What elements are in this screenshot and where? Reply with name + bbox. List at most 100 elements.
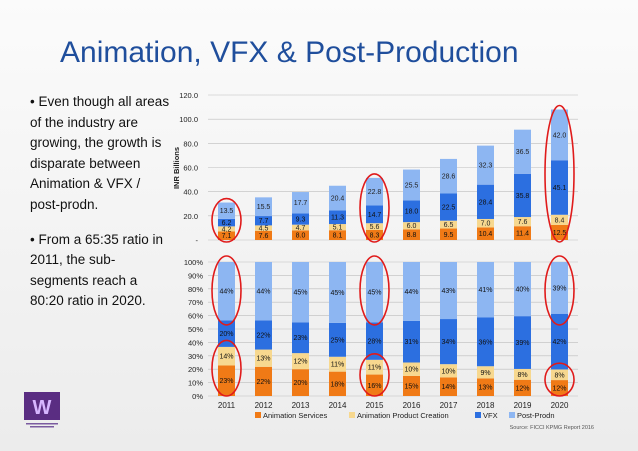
bar-animation-services [366, 374, 383, 396]
bar-animation-services [551, 380, 568, 396]
bar-post-prodn [477, 262, 494, 318]
bar-animation-product-creation [440, 220, 457, 229]
slide-title: Animation, VFX & Post-Production [60, 36, 519, 69]
y-tick-label: 20.0 [183, 212, 198, 221]
bar-post-prodn [292, 192, 309, 214]
source-note: Source: FICCI KPMG Report 2016 [510, 425, 594, 431]
legend-label-animation-product-creation: Animation Product Creation [357, 411, 449, 420]
bar-vfx [292, 213, 309, 225]
highlight-ellipse [211, 339, 242, 397]
bar-post-prodn [329, 262, 346, 323]
data-label: 25% [330, 337, 344, 344]
legend-label-post-prodn: Post-Prodn [517, 411, 555, 420]
y-tick-label: 40% [188, 338, 203, 347]
data-label: 20% [219, 331, 233, 338]
bar-vfx [329, 322, 346, 357]
bar-post-prodn [255, 262, 272, 321]
bar-animation-product-creation [329, 356, 346, 372]
data-label: 11.3 [331, 215, 344, 222]
data-label: 12.5 [553, 230, 567, 237]
legend-label-vfx: VFX [483, 411, 498, 420]
bar-post-prodn [218, 262, 235, 321]
data-label: 17.7 [294, 200, 308, 207]
data-label: 8.1 [333, 233, 343, 240]
bar-vfx [255, 216, 272, 226]
y-tick-label: 40.0 [183, 188, 198, 197]
bar-vfx [218, 320, 235, 347]
bar-animation-services [514, 226, 531, 240]
data-label: 34% [441, 339, 455, 346]
data-label: 39% [515, 340, 529, 347]
y-tick-label: 20% [188, 365, 203, 374]
bar-vfx [477, 184, 494, 219]
bar-animation-services [403, 229, 420, 240]
bar-animation-services [551, 224, 568, 240]
data-label: 10% [404, 367, 418, 374]
data-label: 43% [441, 288, 455, 295]
highlight-ellipse [544, 104, 575, 243]
bar-post-prodn [366, 177, 383, 206]
bar-vfx [292, 322, 309, 354]
legend-swatch-animation-product-creation [349, 412, 355, 418]
bar-animation-services [329, 371, 346, 396]
data-label: 45% [293, 290, 307, 297]
data-label: 15% [404, 383, 418, 390]
bar-post-prodn [329, 185, 346, 211]
bar-animation-product-creation [366, 223, 383, 230]
data-label: 13.5 [220, 208, 234, 215]
bar-post-prodn [255, 197, 272, 217]
highlight-ellipse [544, 362, 575, 397]
bar-animation-product-creation [477, 218, 494, 228]
data-label: 13% [478, 385, 492, 392]
x-tick-label: 2020 [551, 401, 569, 410]
bar-post-prodn [477, 145, 494, 185]
bar-post-prodn [514, 262, 531, 317]
data-label: 44% [404, 289, 418, 296]
bar-animation-product-creation [292, 353, 309, 370]
highlight-ellipse [211, 255, 242, 326]
data-label: 6.2 [222, 220, 232, 227]
x-tick-label: 2018 [477, 401, 495, 410]
x-tick-label: 2019 [514, 401, 532, 410]
y-tick-label: 90% [188, 271, 203, 280]
bar-animation-services [329, 230, 346, 240]
y-tick-label: 100% [184, 258, 204, 267]
bar-animation-product-creation [255, 349, 272, 367]
y-tick-label: 30% [188, 352, 203, 361]
y-tick-label: 100.0 [179, 115, 198, 124]
bullet-item: • Even though all areas of the industry … [30, 94, 170, 212]
data-label: 45% [330, 290, 344, 297]
y-tick-label: 60% [188, 312, 203, 321]
data-label: 4.5 [259, 226, 269, 233]
highlight-ellipse [359, 353, 390, 397]
data-label: 35.8 [516, 193, 530, 200]
data-label: 22.5 [442, 205, 456, 212]
data-label: 8.0 [296, 233, 306, 240]
bar-animation-services [477, 227, 494, 240]
data-label: 5.1 [333, 225, 343, 232]
highlight-ellipse [544, 255, 575, 326]
bar-animation-product-creation [551, 214, 568, 225]
company-logo: W [24, 392, 60, 428]
bar-post-prodn [218, 202, 235, 219]
data-label: 9.3 [296, 217, 306, 224]
logo-background [24, 392, 60, 420]
data-label: 6.0 [407, 223, 417, 230]
data-label: 14% [219, 354, 233, 361]
data-label: 23% [219, 378, 233, 385]
bar-animation-product-creation [292, 224, 309, 231]
bar-vfx [551, 313, 568, 370]
data-label: 36.5 [516, 149, 530, 156]
data-label: 44% [219, 289, 233, 296]
data-label: 28% [367, 339, 381, 346]
data-label: 8% [554, 372, 564, 379]
bar-animation-services [514, 379, 531, 396]
bar-animation-product-creation [255, 225, 272, 231]
data-label: 8.3 [370, 232, 380, 239]
data-label: 41% [478, 287, 492, 294]
bar-post-prodn [292, 262, 309, 323]
data-label: 42% [552, 339, 566, 346]
x-tick-label: 2017 [440, 401, 458, 410]
data-label: 4.7 [296, 225, 306, 232]
bar-vfx [477, 317, 494, 367]
